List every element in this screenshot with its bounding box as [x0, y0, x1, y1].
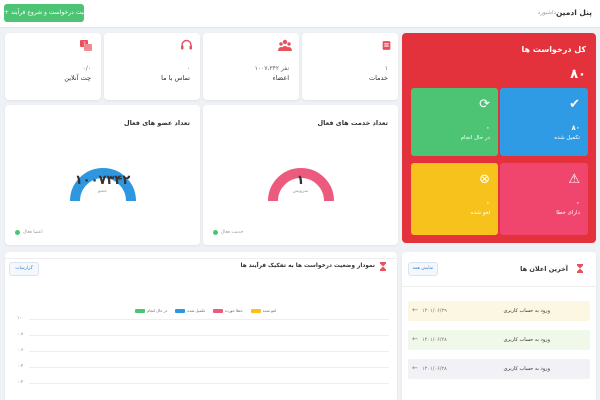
members-gauge-title: تعداد عضو های فعال — [123, 119, 190, 127]
services-count: ۱ — [384, 65, 388, 72]
members-gauge-footer: اعضا فعال — [15, 230, 43, 235]
legend-item[interactable]: لغو شده — [250, 308, 277, 313]
y-tick: ۰.۴ — [17, 364, 24, 369]
announcement-item[interactable]: ← ۱۴۰۱/۰۶/۲۸ ورود به حساب کاربری — [408, 359, 590, 379]
announcement-item[interactable]: ← ۱۴۰۱/۰۶/۲۸ ورود به حساب کاربری — [408, 330, 590, 350]
in-progress-label: در حال انجام — [460, 135, 490, 141]
refresh-icon: ⟳ — [479, 97, 490, 112]
services-card[interactable]: ۱ خدمات — [302, 33, 398, 100]
y-tick: ۰.۶ — [17, 348, 24, 353]
svg-text:?: ? — [83, 42, 86, 48]
chat-count: ۰/۰ — [82, 65, 91, 72]
announcement-date: ۱۴۰۱/۰۶/۲۸ — [422, 337, 447, 343]
status-chart-title: نمودار وضعیت درخواست ها به تفکیک فرآیند … — [240, 263, 375, 269]
legend-item[interactable]: در حال انجام — [135, 308, 167, 313]
top-bar: + ثبت درخواست و شروع فرآیند داشبورد پنل … — [0, 0, 600, 28]
reports-button[interactable]: گزارشات — [9, 262, 39, 276]
requests-total: ۸۰ — [570, 67, 586, 82]
services-gauge-unit: سرویس — [292, 189, 309, 194]
new-request-button[interactable]: + ثبت درخواست و شروع فرآیند — [4, 4, 84, 22]
legend-item[interactable]: خطا خورده — [213, 308, 243, 313]
arrow-left-icon: ← — [412, 306, 418, 314]
headset-icon — [181, 39, 192, 50]
arrow-left-icon: ← — [412, 335, 418, 343]
status-dot — [213, 230, 218, 235]
members-card[interactable]: ۱۰۰۷،۳۴۲ نفر اعضاء — [203, 33, 299, 100]
chat-icon: ? — [80, 40, 92, 51]
error-tile[interactable]: ⚠ ۰ دارای خطا — [500, 163, 588, 235]
requests-title: کل درخواست ها — [521, 45, 586, 54]
members-gauge-value: ۱۰۰۷۳۴۲ — [74, 173, 131, 188]
contact-label: تماس با ما — [161, 74, 190, 82]
contact-count: ۰ — [186, 65, 190, 72]
announcement-date: ۱۴۰۱/۰۶/۲۹ — [422, 308, 447, 314]
members-count: ۱۰۰۷،۳۴۲ نفر — [254, 65, 289, 72]
show-all-button[interactable]: نمایش همه — [408, 262, 438, 276]
users-icon — [278, 39, 292, 51]
y-tick: ۰.۸ — [17, 332, 24, 337]
requests-panel: کل درخواست ها ۸۰ ✔ ۸۰ تکمیل شده ⟳ ۰ در ح… — [402, 33, 596, 243]
announcement-item[interactable]: ← ۱۴۰۱/۰۶/۲۹ ورود به حساب کاربری — [408, 301, 590, 321]
chat-card[interactable]: ? ۰/۰ چت آنلاین — [5, 33, 101, 100]
cancelled-count: ۰ — [485, 199, 490, 207]
cancelled-tile[interactable]: ⊗ ۰ لغو شده — [411, 163, 498, 235]
completed-label: تکمیل شده — [554, 135, 580, 141]
in-progress-count: ۰ — [485, 124, 490, 132]
breadcrumb[interactable]: داشبورد — [537, 10, 556, 16]
cancel-icon: ⊗ — [479, 172, 490, 187]
legend-swatch — [175, 308, 186, 313]
legend-label: تکمیل شده — [187, 308, 206, 313]
services-gauge-footer: خدمت فعال — [213, 230, 243, 235]
legend-label: در حال انجام — [147, 308, 168, 313]
members-gauge-unit: عضو — [98, 189, 107, 194]
cancelled-label: لغو شده — [470, 210, 490, 216]
announcement-date: ۱۴۰۱/۰۶/۲۸ — [422, 366, 447, 372]
hourglass-icon — [577, 264, 583, 273]
completed-count: ۸۰ — [571, 124, 580, 132]
contact-card[interactable]: ۰ تماس با ما — [104, 33, 200, 100]
services-gauge-value: ۱ — [296, 173, 305, 188]
legend-item[interactable]: تکمیل شده — [175, 308, 205, 313]
legend-label: لغو شده — [262, 308, 277, 313]
legend-label: خطا خورده — [225, 308, 243, 313]
alert-icon: ⚠ — [568, 172, 580, 187]
legend-swatch — [250, 308, 261, 313]
check-icon: ✔ — [569, 97, 580, 112]
announcement-text: ورود به حساب کاربری — [503, 366, 550, 372]
status-dot — [15, 230, 20, 235]
members-gauge-footer-label: اعضا فعال — [23, 230, 43, 235]
y-tick: ۰.۲ — [17, 380, 24, 385]
ticket-icon — [382, 41, 391, 50]
in-progress-tile[interactable]: ⟳ ۰ در حال انجام — [411, 88, 498, 156]
announcement-text: ورود به حساب کاربری — [503, 308, 550, 314]
members-gauge-card: تعداد عضو های فعال ۱۰۰۷۳۴۲ عضو اعضا فعال — [5, 105, 200, 245]
y-tick: ۱۰ — [17, 316, 22, 321]
error-count: ۰ — [575, 199, 580, 207]
completed-tile[interactable]: ✔ ۸۰ تکمیل شده — [500, 88, 588, 156]
hourglass-icon — [380, 262, 386, 271]
services-gauge-footer-label: خدمت فعال — [221, 230, 244, 235]
error-label: دارای خطا — [556, 210, 580, 216]
announcements-title: آخرین اعلان ها — [520, 265, 568, 273]
brand-title: پنل ادمین — [555, 8, 592, 17]
members-label: اعضاء — [272, 74, 289, 82]
services-gauge-card: تعداد خدمت های فعال ۱ سرویس خدمت فعال — [203, 105, 398, 245]
status-chart-card: گزارشات نمودار وضعیت درخواست ها به تفکیک… — [5, 252, 397, 400]
services-gauge — [268, 168, 334, 202]
arrow-left-icon: ← — [412, 364, 418, 372]
legend-swatch — [135, 308, 145, 313]
legend-swatch — [213, 308, 224, 313]
services-label: خدمات — [368, 74, 388, 82]
chart-legend: در حال انجام تکمیل شده خطا خورده لغو شده — [135, 308, 276, 313]
services-gauge-title: تعداد خدمت های فعال — [317, 119, 388, 127]
members-gauge — [70, 168, 136, 202]
announcement-text: ورود به حساب کاربری — [503, 337, 550, 343]
chat-label: چت آنلاین — [64, 74, 91, 82]
